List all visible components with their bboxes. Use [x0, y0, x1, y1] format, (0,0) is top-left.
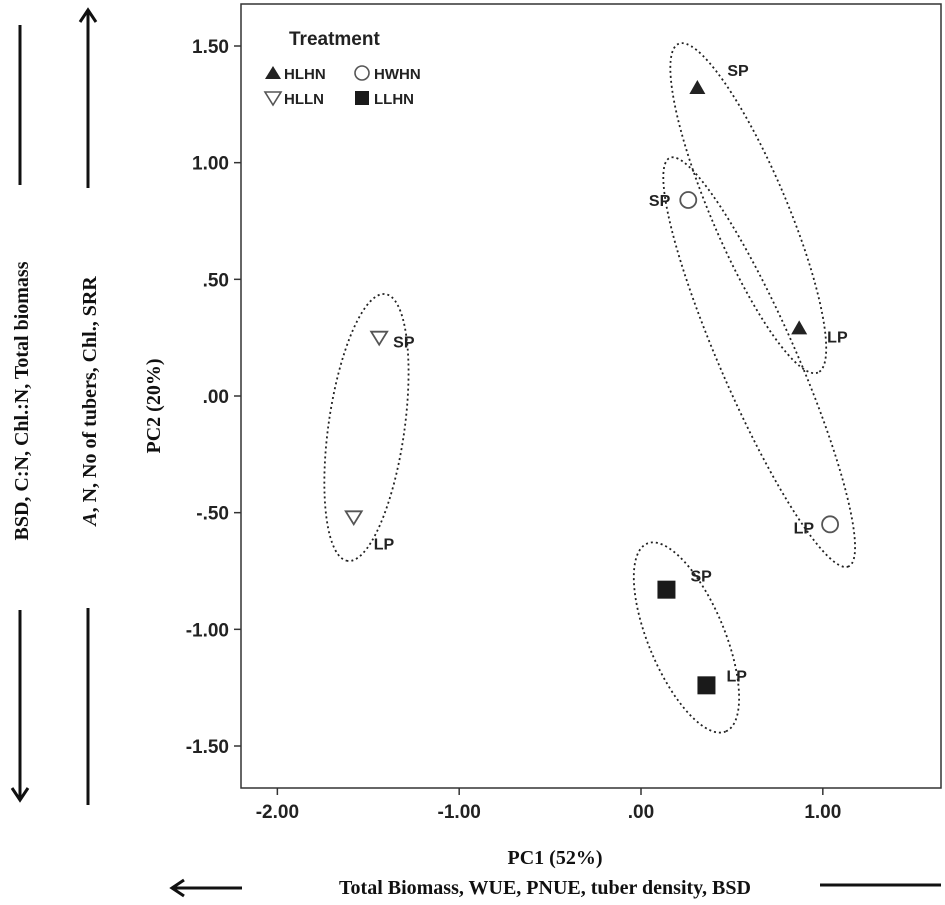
- x-direction-arrow-head: [169, 878, 185, 898]
- legend-label-hlln: HLLN: [284, 91, 324, 108]
- y-direction-text-inner: A, N, No of tubers, Chl., SRR: [79, 276, 101, 528]
- x-tick-label: -1.00: [438, 802, 481, 823]
- point-hwhn-lp-label: LP: [794, 520, 815, 537]
- point-hwhn-sp: [679, 191, 698, 209]
- y-direction-annotation-inner: A, N, No of tubers, Chl., SRR: [78, 7, 101, 805]
- y-tick-label: -1.00: [186, 620, 229, 641]
- y-inner-rest: , N, No of tubers, Chl., SRR: [79, 276, 101, 513]
- plot-area: [240, 3, 942, 789]
- group-ellipses: [323, 42, 856, 734]
- y-tick-label: 1.00: [192, 154, 229, 175]
- x-direction-text: Total Biomass, WUE, PNUE, tuber density,…: [339, 877, 751, 899]
- group-ellipse-hlln: [323, 293, 410, 562]
- point-hlln-lp-label: LP: [374, 536, 395, 553]
- y-tick-label: .00: [203, 387, 229, 408]
- point-hlln-lp: [344, 510, 364, 527]
- y-tick-label: -1.50: [186, 737, 229, 758]
- legend: Treatment HLHN HWHN HLLN LLHN: [263, 29, 421, 108]
- legend-label-llhn: LLHN: [374, 91, 414, 108]
- legend-marker-hlhn: [265, 66, 281, 79]
- legend-label-hwhn: HWHN: [374, 66, 421, 83]
- y-tick-label: .50: [203, 270, 229, 291]
- point-hlln-sp: [369, 330, 389, 347]
- point-llhn-sp: [657, 580, 676, 599]
- x-tick-label: .00: [628, 802, 654, 823]
- y-outer-arrow-head: [10, 787, 30, 803]
- y-tick-label: -.50: [196, 504, 229, 525]
- point-hlhn-lp-label: LP: [827, 329, 848, 346]
- point-llhn-lp-label: LP: [726, 668, 747, 685]
- y-axis-title: PC2 (20%): [143, 359, 165, 454]
- y-tick-label: 1.50: [192, 37, 229, 58]
- legend-marker-hlln: [263, 91, 283, 107]
- axis-ticks: -2.00 -1.00 .00 1.00 1.50 1.00 .50 .00 -.50 -1.00…: [186, 37, 842, 823]
- y-inner-arrow-head: [78, 7, 98, 23]
- legend-marker-hwhn: [354, 65, 370, 81]
- point-hlhn-sp: [689, 80, 706, 94]
- y-direction-annotation-outer: BSD, C:N, Chl.:N, Total biomass: [10, 25, 33, 803]
- point-hlln-sp-label: SP: [393, 335, 415, 352]
- legend-title: Treatment: [289, 29, 380, 50]
- point-hwhn-lp: [821, 515, 839, 534]
- group-ellipse-hlhn: [669, 42, 828, 375]
- x-direction-annotation: Total Biomass, WUE, PNUE, tuber density,…: [169, 877, 941, 899]
- y-direction-text-outer: BSD, C:N, Chl.:N, Total biomass: [11, 261, 33, 540]
- group-ellipse-hwhn: [662, 156, 856, 568]
- point-hlhn-sp-label: SP: [727, 63, 749, 80]
- group-ellipse-llhn: [632, 541, 741, 734]
- x-tick-label: 1.00: [804, 802, 841, 823]
- point-hlhn-lp: [791, 320, 808, 335]
- x-axis-title: PC1 (52%): [508, 847, 603, 869]
- y-inner-italic-a: A: [79, 512, 101, 527]
- data-points: SP LP SP LP SP LP SP LP: [344, 63, 848, 695]
- x-tick-label: -2.00: [256, 802, 299, 823]
- legend-marker-llhn: [355, 91, 369, 105]
- point-llhn-sp-label: SP: [690, 569, 712, 586]
- point-llhn-lp: [697, 676, 716, 695]
- legend-label-hlhn: HLHN: [284, 66, 326, 83]
- point-hwhn-sp-label: SP: [649, 193, 671, 210]
